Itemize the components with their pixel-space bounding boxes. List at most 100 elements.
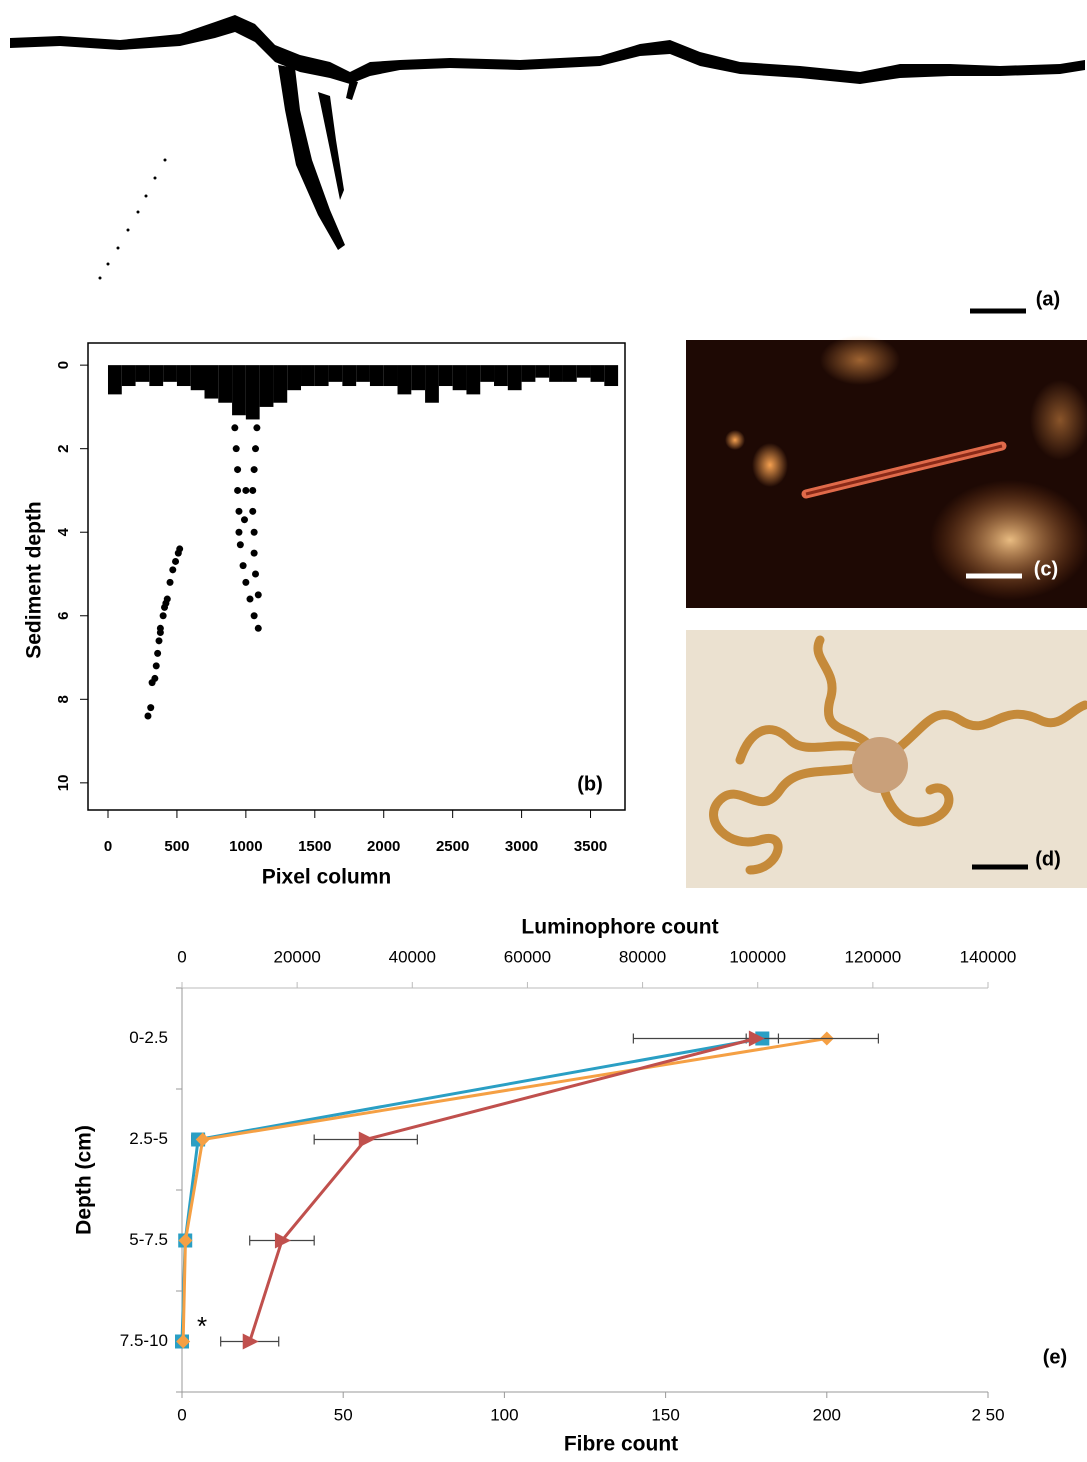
series-line: [180, 1037, 763, 1342]
point: [254, 624, 262, 632]
surface-column: [301, 365, 315, 387]
point: [252, 445, 260, 453]
y-tick-label: 8: [55, 695, 72, 703]
point: [231, 424, 239, 432]
point: [152, 662, 160, 670]
point: [250, 466, 258, 474]
annotation: *: [197, 1311, 207, 1341]
surface-column: [204, 365, 219, 399]
point: [156, 628, 164, 636]
y-tick-label: 6: [55, 612, 72, 620]
surface-column: [411, 365, 426, 391]
y-tick-label: 7.5-10: [120, 1331, 168, 1350]
point: [246, 595, 254, 603]
x-tick-label: 1500: [298, 838, 331, 855]
point: [254, 591, 262, 599]
plot-frame: [87, 342, 626, 811]
surface-column: [604, 365, 619, 387]
surface-column: [107, 365, 122, 395]
point: [250, 549, 258, 557]
x2-tick-label: 100000: [729, 947, 786, 966]
surface-column: [135, 365, 150, 382]
surface-column: [383, 365, 398, 387]
point: [240, 516, 248, 524]
x2-tick-label: 20000: [274, 947, 321, 966]
surface-column: [549, 365, 563, 382]
y-tick-label: 0-2.5: [129, 1028, 168, 1047]
surface-column: [245, 365, 260, 420]
surface-column: [576, 365, 591, 378]
panel-label: (b): [577, 773, 603, 795]
surface-column: [438, 365, 453, 387]
point: [234, 466, 242, 474]
panel-a-image: [10, 15, 1085, 314]
point: [232, 445, 240, 453]
point: [236, 541, 244, 549]
point: [250, 528, 258, 536]
point: [166, 578, 174, 586]
panel-label: (e): [1043, 1346, 1067, 1368]
point: [242, 578, 250, 586]
x-tick-label: 2 50: [971, 1405, 1004, 1424]
y-tick-label: 5-7.5: [129, 1230, 168, 1249]
x2-tick-label: 0: [177, 947, 186, 966]
surface-column: [590, 365, 605, 382]
x-tick-label: 0: [177, 1405, 186, 1424]
point: [249, 507, 257, 515]
panel-c-image: [686, 335, 1087, 608]
x2-tick-label: 60000: [504, 947, 551, 966]
point: [176, 545, 184, 553]
surface-column: [507, 365, 522, 391]
marker-diamond: [195, 1132, 210, 1147]
point: [147, 704, 155, 712]
surface-column: [190, 365, 205, 391]
panel-label: (c): [1034, 558, 1058, 580]
series-line: [248, 1037, 757, 1342]
x-tick-label: 0: [104, 838, 112, 855]
surface-column: [425, 365, 439, 403]
marker-triangle: [358, 1131, 375, 1148]
surface-column: [480, 365, 495, 382]
surface-column: [149, 365, 164, 387]
y-axis-label: Sediment depth: [23, 501, 46, 659]
x-tick-label: 2000: [367, 838, 400, 855]
point: [234, 486, 242, 494]
point: [242, 486, 250, 494]
panel-label: (a): [1036, 288, 1060, 310]
surface-column: [218, 365, 233, 403]
point: [249, 486, 257, 494]
x2-tick-label: 40000: [389, 947, 436, 966]
point: [155, 637, 163, 645]
y-tick-label: 2.5-5: [129, 1129, 168, 1148]
x-axis-label: Pixel column: [262, 866, 392, 889]
surface-column: [232, 365, 246, 416]
surface-column: [494, 365, 508, 387]
surface-column: [562, 365, 577, 382]
y-tick-label: 0: [55, 361, 72, 369]
point: [253, 424, 261, 432]
surface-column: [466, 365, 481, 395]
x-tick-label: 3000: [505, 838, 538, 855]
x-tick-label: 50: [334, 1405, 353, 1424]
x2-axis-label: Luminophore count: [521, 916, 718, 939]
surface-column: [328, 365, 343, 382]
marker-triangle: [242, 1333, 259, 1350]
surface-column: [121, 365, 136, 387]
series-line: [181, 1037, 828, 1342]
point: [235, 528, 243, 536]
y-axis-label: Depth (cm): [73, 1125, 96, 1235]
y-tick-label: 10: [55, 775, 72, 792]
point: [151, 674, 159, 682]
x-tick-label: 200: [813, 1405, 841, 1424]
surface-column: [535, 365, 550, 378]
point: [239, 562, 247, 570]
y-tick-label: 4: [55, 527, 72, 536]
panel-label: (d): [1035, 848, 1061, 870]
marker-triangle: [274, 1232, 291, 1249]
surface-column: [369, 365, 384, 387]
x-axis-label: Fibre count: [564, 1433, 678, 1456]
point: [169, 566, 177, 574]
surface-column: [287, 365, 302, 391]
marker-diamond: [178, 1233, 193, 1248]
